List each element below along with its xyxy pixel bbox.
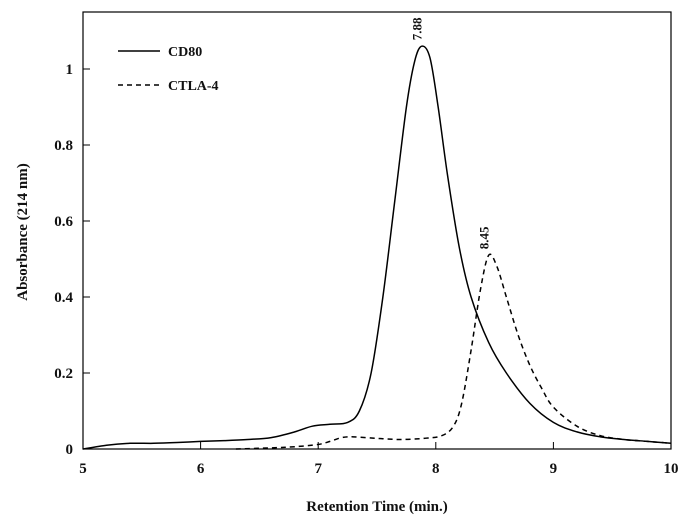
- plot-frame: [82, 11, 672, 450]
- legend-label-ctla4: CTLA-4: [168, 79, 219, 94]
- series-layer: [82, 45, 672, 450]
- x-tick-label: 5: [79, 461, 87, 477]
- x-tick-label: 6: [197, 461, 205, 477]
- x-axis-ticks: 5 6 7 8 9 10: [79, 442, 679, 477]
- y-tick-label: 0.2: [54, 366, 73, 382]
- x-tick-label: 8: [432, 461, 440, 477]
- legend-label-cd80: CD80: [168, 45, 202, 60]
- y-tick-label: 0: [66, 442, 74, 458]
- x-tick-label: 9: [550, 461, 558, 477]
- y-tick-label: 1: [66, 62, 74, 78]
- peak-label: 8.45: [477, 226, 492, 249]
- x-axis-title: Retention Time (min.): [306, 499, 448, 515]
- y-axis-ticks: 0 0.2 0.4 0.6 0.8 1: [54, 62, 90, 458]
- peak-annotations: 7.88 8.45: [410, 17, 492, 249]
- legend: CD80 CTLA-4: [118, 45, 219, 94]
- series-line-cd80: [82, 45, 672, 450]
- x-tick-label: 7: [314, 461, 322, 477]
- peak-label: 7.88: [410, 17, 425, 40]
- y-tick-label: 0.8: [54, 138, 73, 154]
- y-tick-label: 0.6: [54, 214, 73, 230]
- y-axis-title: Absorbance (214 nm): [15, 163, 31, 301]
- series-line-ctla-4: [235, 253, 672, 450]
- axes: [82, 11, 672, 450]
- x-tick-label: 10: [664, 461, 679, 477]
- y-tick-label: 0.4: [54, 290, 73, 306]
